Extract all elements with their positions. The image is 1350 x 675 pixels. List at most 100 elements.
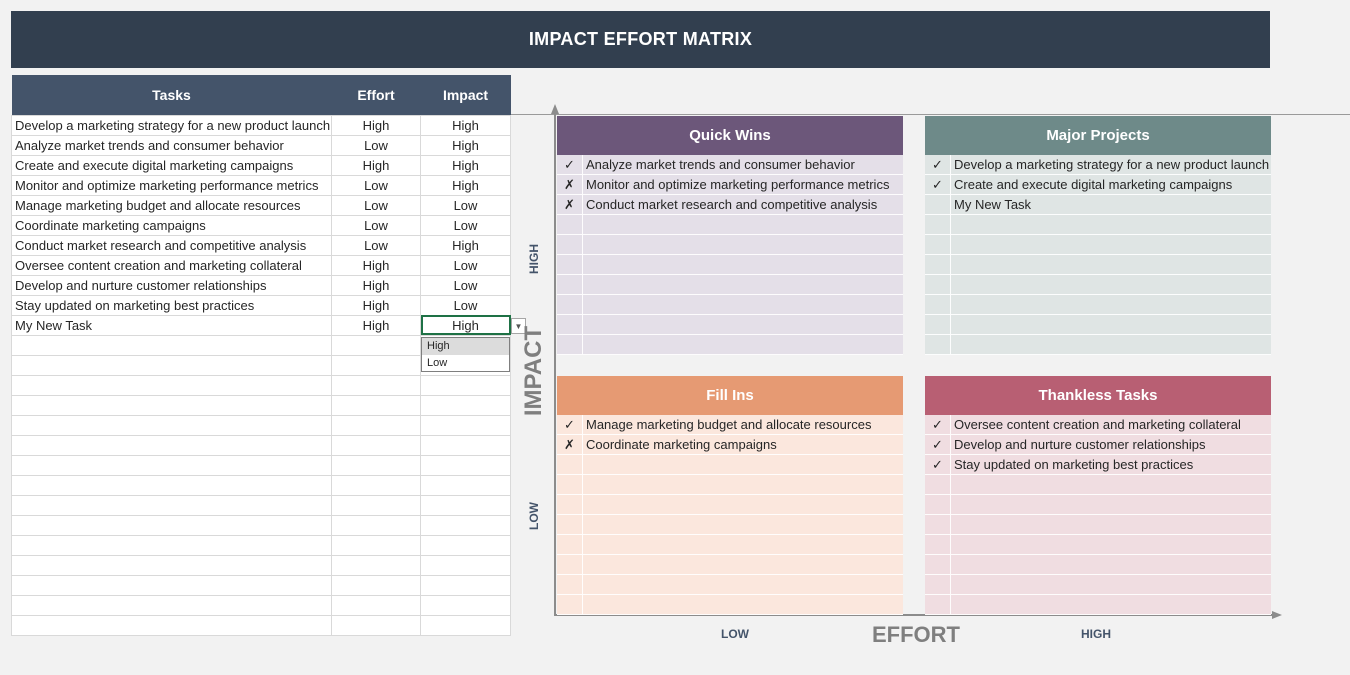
task-cell[interactable] xyxy=(11,534,332,556)
task-cell[interactable] xyxy=(11,494,332,516)
effort-cell[interactable]: Low xyxy=(331,194,421,216)
effort-cell[interactable] xyxy=(331,474,421,496)
impact-cell[interactable] xyxy=(420,614,511,636)
task-cell[interactable]: Coordinate marketing campaigns xyxy=(11,214,332,236)
impact-cell[interactable]: High xyxy=(420,134,511,156)
effort-cell[interactable] xyxy=(331,514,421,536)
impact-cell[interactable]: High xyxy=(420,314,511,336)
impact-cell[interactable] xyxy=(420,554,511,576)
dropdown-option[interactable]: Low xyxy=(427,356,448,369)
impact-cell[interactable]: High xyxy=(420,154,511,176)
dropdown-option[interactable]: High xyxy=(422,338,509,355)
impact-cell[interactable]: Low xyxy=(420,214,511,236)
quadrant-title: Major Projects xyxy=(925,116,1271,155)
effort-cell[interactable] xyxy=(331,534,421,556)
effort-cell[interactable]: High xyxy=(331,314,421,336)
effort-cell[interactable]: Low xyxy=(331,214,421,236)
impact-cell[interactable] xyxy=(420,454,511,476)
impact-cell[interactable]: High xyxy=(420,174,511,196)
quadrant-task-label: Oversee content creation and marketing c… xyxy=(954,417,1241,432)
quadrant-row xyxy=(925,235,1271,255)
table-row: Stay updated on marketing best practices… xyxy=(11,294,511,316)
empty-task-label xyxy=(583,215,903,234)
task-cell[interactable] xyxy=(11,434,332,456)
effort-cell[interactable] xyxy=(331,394,421,416)
effort-cell[interactable] xyxy=(331,334,421,356)
check-icon: ✓ xyxy=(925,175,951,194)
effort-cell[interactable]: High xyxy=(331,294,421,316)
effort-cell[interactable] xyxy=(331,574,421,596)
task-cell[interactable] xyxy=(11,354,332,376)
task-cell[interactable] xyxy=(11,474,332,496)
effort-cell[interactable]: Low xyxy=(331,174,421,196)
empty-task-label xyxy=(951,315,1271,334)
task-cell[interactable] xyxy=(11,454,332,476)
impact-cell[interactable] xyxy=(420,514,511,536)
quadrant-row xyxy=(925,495,1271,515)
impact-cell[interactable] xyxy=(420,594,511,616)
quadrant-row: ✓ Manage marketing budget and allocate re… xyxy=(557,415,903,435)
task-cell[interactable] xyxy=(11,574,332,596)
task-cell[interactable] xyxy=(11,394,332,416)
impact-cell[interactable] xyxy=(420,474,511,496)
impact-cell[interactable] xyxy=(420,374,511,396)
task-cell[interactable]: Create and execute digital marketing cam… xyxy=(11,154,332,176)
empty-row xyxy=(11,494,511,516)
effort-cell[interactable]: High xyxy=(331,154,421,176)
impact-cell[interactable] xyxy=(420,574,511,596)
impact-cell[interactable]: Low xyxy=(420,294,511,316)
task-cell[interactable] xyxy=(11,554,332,576)
impact-cell[interactable]: Low xyxy=(420,274,511,296)
effort-cell[interactable]: Low xyxy=(331,234,421,256)
effort-cell[interactable] xyxy=(331,614,421,636)
impact-cell[interactable]: Low xyxy=(420,254,511,276)
empty-mark xyxy=(925,235,951,254)
effort-cell[interactable] xyxy=(331,374,421,396)
impact-cell[interactable] xyxy=(420,434,511,456)
effort-cell[interactable] xyxy=(331,494,421,516)
task-cell[interactable] xyxy=(11,374,332,396)
impact-cell[interactable]: Low xyxy=(420,194,511,216)
impact-cell[interactable]: High xyxy=(420,234,511,256)
task-cell[interactable]: Oversee content creation and marketing c… xyxy=(11,254,332,276)
empty-row xyxy=(11,394,511,416)
task-cell[interactable]: Develop and nurture customer relationshi… xyxy=(11,274,332,296)
task-cell[interactable]: Develop a marketing strategy for a new p… xyxy=(11,114,332,136)
effort-cell[interactable] xyxy=(331,594,421,616)
effort-cell[interactable] xyxy=(331,354,421,376)
task-cell[interactable] xyxy=(11,614,332,636)
empty-row xyxy=(11,374,511,396)
dropdown-arrow-icon[interactable]: ▼ xyxy=(511,318,526,334)
effort-cell[interactable]: Low xyxy=(331,134,421,156)
task-cell[interactable]: Conduct market research and competitive … xyxy=(11,234,332,256)
empty-task-label xyxy=(583,515,903,534)
impact-cell[interactable] xyxy=(420,534,511,556)
table-row: Conduct market research and competitive … xyxy=(11,234,511,256)
effort-cell[interactable] xyxy=(331,414,421,436)
task-cell[interactable]: Monitor and optimize marketing performan… xyxy=(11,174,332,196)
effort-cell[interactable] xyxy=(331,434,421,456)
effort-cell[interactable] xyxy=(331,454,421,476)
task-cell[interactable]: Stay updated on marketing best practices xyxy=(11,294,332,316)
effort-cell[interactable] xyxy=(331,554,421,576)
task-cell[interactable] xyxy=(11,514,332,536)
header-effort[interactable]: Effort xyxy=(331,75,421,115)
impact-cell[interactable]: High xyxy=(420,114,511,136)
task-cell[interactable]: Analyze market trends and consumer behav… xyxy=(11,134,332,156)
empty-task-label xyxy=(583,315,903,334)
task-cell[interactable] xyxy=(11,594,332,616)
effort-cell[interactable]: High xyxy=(331,114,421,136)
impact-cell[interactable] xyxy=(420,494,511,516)
impact-cell[interactable] xyxy=(420,414,511,436)
header-tasks[interactable]: Tasks xyxy=(11,75,332,115)
effort-cell[interactable]: High xyxy=(331,254,421,276)
task-cell[interactable] xyxy=(11,414,332,436)
task-cell[interactable]: Manage marketing budget and allocate res… xyxy=(11,194,332,216)
empty-mark xyxy=(925,315,951,334)
task-cell[interactable] xyxy=(11,334,332,356)
task-cell[interactable]: My New Task xyxy=(11,314,332,336)
impact-cell[interactable] xyxy=(420,394,511,416)
header-impact[interactable]: Impact xyxy=(420,75,511,115)
effort-cell[interactable]: High xyxy=(331,274,421,296)
impact-dropdown-list[interactable]: High Low xyxy=(421,337,510,372)
